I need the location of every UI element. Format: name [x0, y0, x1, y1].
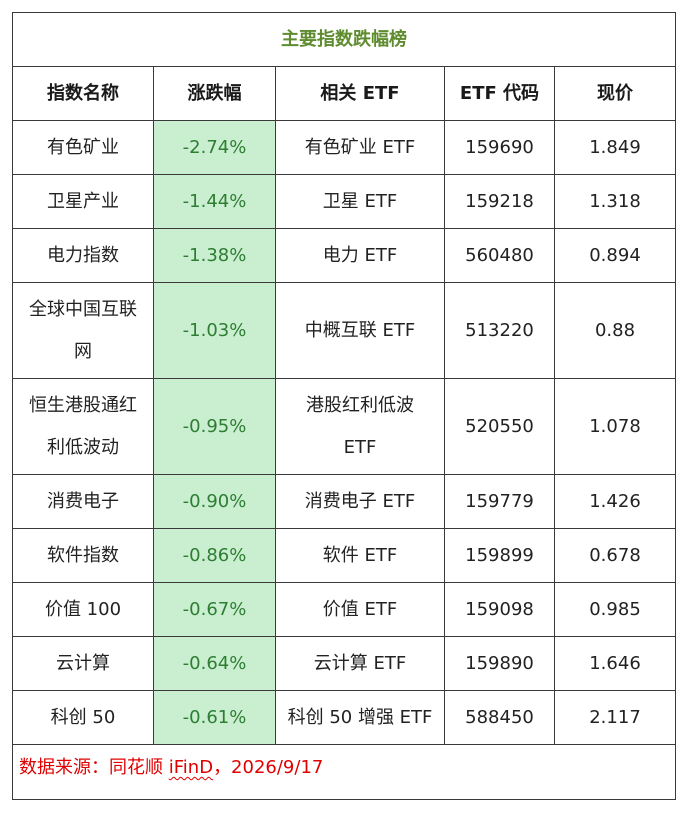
price-cell: 1.849 [554, 120, 676, 175]
etf-code-cell: 159690 [444, 120, 555, 175]
etf-code-cell: 513220 [444, 282, 555, 379]
price-cell: 0.678 [554, 528, 676, 583]
etf-name-cell: 价值 ETF [275, 582, 445, 637]
table-footer-row: 数据来源：同花顺 iFinD，2026/9/17 [12, 744, 676, 800]
etf-name-cell: 云计算 ETF [275, 636, 445, 691]
price-cell: 2.117 [554, 690, 676, 745]
price-cell: 0.985 [554, 582, 676, 637]
change-cell: -0.86% [153, 528, 276, 583]
header-change: 涨跌幅 [153, 66, 276, 121]
index-name-cell: 恒生港股通红 利低波动 [12, 378, 154, 475]
data-source-prefix: 数据来源：同花顺 [19, 757, 169, 778]
header-etf-code: ETF 代码 [444, 66, 555, 121]
etf-name-cell: 科创 50 增强 ETF [275, 690, 445, 745]
change-cell: -1.03% [153, 282, 276, 379]
table-row: 有色矿业 -2.74% 有色矿业 ETF 159690 1.849 [12, 120, 676, 175]
index-name-cell: 消费电子 [12, 474, 154, 529]
index-name-cell: 卫星产业 [12, 174, 154, 229]
etf-name-cell: 电力 ETF [275, 228, 445, 283]
change-cell: -0.64% [153, 636, 276, 691]
price-cell: 1.078 [554, 378, 676, 475]
etf-code-cell: 159890 [444, 636, 555, 691]
change-cell: -0.95% [153, 378, 276, 475]
index-name-cell: 云计算 [12, 636, 154, 691]
table-row: 电力指数 -1.38% 电力 ETF 560480 0.894 [12, 228, 676, 283]
index-name-cell: 软件指数 [12, 528, 154, 583]
header-price: 现价 [554, 66, 676, 121]
etf-name-cell: 消费电子 ETF [275, 474, 445, 529]
etf-code-cell: 588450 [444, 690, 555, 745]
index-name-cell: 科创 50 [12, 690, 154, 745]
index-name-text: 恒生港股通红 利低波动 [29, 394, 137, 458]
change-cell: -0.67% [153, 582, 276, 637]
price-cell: 0.894 [554, 228, 676, 283]
data-source-brand: iFinD [168, 757, 214, 778]
index-name-cell: 有色矿业 [12, 120, 154, 175]
table-title: 主要指数跌幅榜 [12, 12, 676, 67]
index-name-cell: 价值 100 [12, 582, 154, 637]
index-decline-table-container: 主要指数跌幅榜 指数名称 涨跌幅 相关 ETF ETF 代码 现价 有色矿业 -… [12, 12, 676, 800]
price-cell: 1.318 [554, 174, 676, 229]
price-cell: 1.426 [554, 474, 676, 529]
index-decline-table: 主要指数跌幅榜 指数名称 涨跌幅 相关 ETF ETF 代码 现价 有色矿业 -… [12, 12, 676, 800]
etf-code-cell: 520550 [444, 378, 555, 475]
etf-code-cell: 159218 [444, 174, 555, 229]
change-cell: -0.90% [153, 474, 276, 529]
change-cell: -0.61% [153, 690, 276, 745]
table-row: 恒生港股通红 利低波动 -0.95% 港股红利低波 ETF 520550 1.078 [12, 378, 676, 475]
table-title-row: 主要指数跌幅榜 [12, 12, 676, 67]
etf-name-cell: 中概互联 ETF [275, 282, 445, 379]
etf-name-cell: 软件 ETF [275, 528, 445, 583]
etf-code-cell: 560480 [444, 228, 555, 283]
etf-name-text: 港股红利低波 ETF [306, 394, 414, 458]
etf-code-cell: 159098 [444, 582, 555, 637]
index-name-cell: 全球中国互联网 [12, 282, 154, 379]
table-row: 消费电子 -0.90% 消费电子 ETF 159779 1.426 [12, 474, 676, 529]
table-row: 全球中国互联网 -1.03% 中概互联 ETF 513220 0.88 [12, 282, 676, 379]
etf-name-cell: 有色矿业 ETF [275, 120, 445, 175]
data-source-note: 数据来源：同花顺 iFinD，2026/9/17 [12, 744, 676, 800]
index-name-cell: 电力指数 [12, 228, 154, 283]
data-source-suffix: ，2026/9/17 [213, 757, 324, 778]
table-row: 软件指数 -0.86% 软件 ETF 159899 0.678 [12, 528, 676, 583]
table-row: 云计算 -0.64% 云计算 ETF 159890 1.646 [12, 636, 676, 691]
table-row: 科创 50 -0.61% 科创 50 增强 ETF 588450 2.117 [12, 690, 676, 745]
price-cell: 1.646 [554, 636, 676, 691]
change-cell: -1.44% [153, 174, 276, 229]
etf-name-cell: 港股红利低波 ETF [275, 378, 445, 475]
change-cell: -2.74% [153, 120, 276, 175]
etf-name-cell: 卫星 ETF [275, 174, 445, 229]
etf-code-cell: 159779 [444, 474, 555, 529]
etf-code-cell: 159899 [444, 528, 555, 583]
table-row: 价值 100 -0.67% 价值 ETF 159098 0.985 [12, 582, 676, 637]
table-header-row: 指数名称 涨跌幅 相关 ETF ETF 代码 现价 [12, 66, 676, 121]
price-cell: 0.88 [554, 282, 676, 379]
change-cell: -1.38% [153, 228, 276, 283]
index-name-text: 全球中国互联网 [29, 298, 137, 362]
table-row: 卫星产业 -1.44% 卫星 ETF 159218 1.318 [12, 174, 676, 229]
header-etf: 相关 ETF [275, 66, 445, 121]
header-index-name: 指数名称 [12, 66, 154, 121]
